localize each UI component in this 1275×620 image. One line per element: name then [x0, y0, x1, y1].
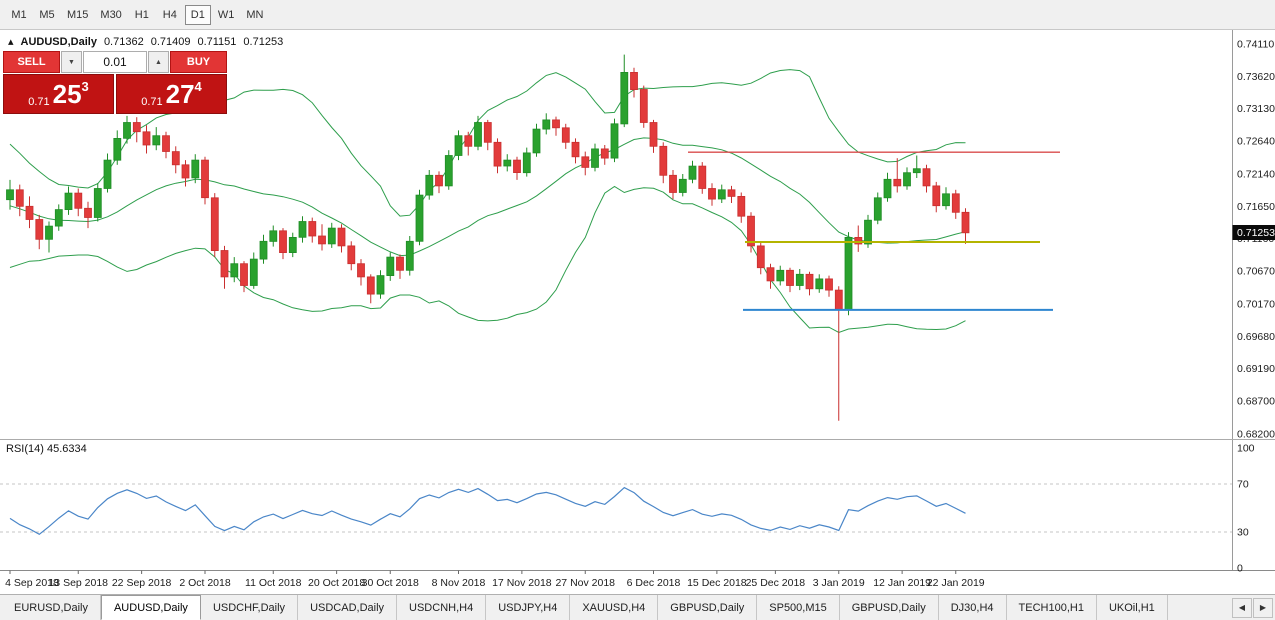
sell-price-prefix: 0.71 [28, 96, 50, 108]
rsi-axis-label: 0 [1237, 563, 1243, 575]
sell-button[interactable]: SELL [3, 51, 60, 73]
chart-tab-USDCAD-Daily[interactable]: USDCAD,Daily [298, 595, 398, 620]
timeframe-button-D1[interactable]: D1 [184, 4, 211, 25]
price-axis-label: 0.68200 [1237, 429, 1275, 441]
chart-tab-XAUUSD-H4[interactable]: XAUUSD,H4 [570, 595, 659, 620]
timeframe-button-M1[interactable]: M1 [6, 5, 32, 25]
ohlc-close: 0.71253 [243, 35, 284, 48]
date-label: 11 Oct 2018 [245, 577, 302, 589]
chart-tab-SP500-M15[interactable]: SP500,M15 [757, 595, 840, 620]
ohlc-high: 0.71409 [150, 35, 191, 48]
timeframe-button-M30[interactable]: M30 [95, 5, 126, 25]
date-label: 22 Jan 2019 [927, 577, 985, 589]
date-label: 17 Nov 2018 [492, 577, 552, 589]
one-click-trading-panel: SELL ▼ ▲ BUY 0.71 25 3 0.71 27 4 [3, 51, 227, 114]
chart-tab-TECH100-H1[interactable]: TECH100,H1 [1007, 595, 1097, 620]
date-label: 22 Sep 2018 [112, 577, 172, 589]
price-axis-label: 0.70170 [1237, 299, 1275, 311]
tabs-scroll-right-button[interactable]: ▶ [1253, 597, 1273, 618]
sell-price-point: 3 [81, 79, 89, 94]
chart-symbol-label: AUDUSD,Daily [20, 35, 97, 48]
chart-tabs-bar: EURUSD,Daily AUDUSD,Daily USDCHF,Daily USDC… [0, 594, 1275, 620]
buy-price-button[interactable]: 0.71 27 4 [116, 74, 227, 114]
rsi-pane: 100 70 30 0 RSI(14) 45.6334 [0, 443, 1255, 575]
chart-tab-UKOil-H1[interactable]: UKOil,H1 [1097, 595, 1168, 620]
timeframe-button-M15[interactable]: M15 [62, 5, 93, 25]
current-price-label: 0.71253 [1237, 227, 1275, 239]
chart-tab-GBPUSD-Daily[interactable]: GBPUSD,Daily [658, 595, 758, 620]
rsi-indicator-label: RSI(14) 45.6334 [6, 443, 87, 455]
bollinger-middle-band [9, 137, 966, 257]
price-axis-label: 0.69680 [1237, 331, 1275, 343]
date-label: 2 Oct 2018 [179, 577, 231, 589]
chart-tabs: EURUSD,Daily AUDUSD,Daily USDCHF,Daily USDC… [0, 595, 1232, 620]
date-label: 15 Dec 2018 [687, 577, 747, 589]
chart-tab-USDCNH-H4[interactable]: USDCNH,H4 [397, 595, 487, 620]
chart-tab-GBPUSD-Daily[interactable]: GBPUSD,Daily [840, 595, 939, 620]
rsi-axis-label: 30 [1237, 527, 1249, 539]
chart-tab-USDCHF-Daily[interactable]: USDCHF,Daily [201, 595, 299, 620]
chart-tab-DJ30-H4[interactable]: DJ30,H4 [939, 595, 1007, 620]
timeframe-button-H4[interactable]: H4 [157, 5, 183, 25]
buy-price-digits: 27 [165, 79, 195, 109]
date-label: 3 Jan 2019 [813, 577, 865, 589]
volume-input[interactable] [83, 51, 147, 73]
price-axis-label: 0.72140 [1237, 169, 1275, 181]
chart-tab-USDJPY-H4[interactable]: USDJPY,H4 [486, 595, 571, 620]
date-label: 4 Sep 2018 [5, 577, 59, 589]
timeframe-button-MN[interactable]: MN [241, 5, 268, 25]
price-axis-label: 0.71650 [1237, 201, 1275, 213]
price-axis[interactable]: 0.74110 0.73620 0.73130 0.72640 0.72140 0.716… [0, 30, 1275, 571]
date-label: 8 Nov 2018 [432, 577, 486, 589]
chart-symbol-icon: ▴ [8, 36, 14, 48]
timeframe-toolbar: M1 M5 M15 M30 H1 H4 D1 W1 MN [0, 0, 1275, 30]
ohlc-open: 0.71362 [103, 35, 144, 48]
date-label: 6 Dec 2018 [627, 577, 681, 589]
chart-tab-AUDUSD-Daily[interactable]: AUDUSD,Daily [100, 595, 201, 620]
buy-button[interactable]: BUY [170, 51, 227, 73]
volume-increase-button[interactable]: ▲ [148, 51, 169, 73]
candles-layer [6, 54, 970, 421]
timeframe-button-M5[interactable]: M5 [34, 5, 60, 25]
scroll-right-icon: ▶ [1259, 603, 1267, 612]
timeframe-button-W1[interactable]: W1 [213, 5, 240, 25]
rsi-axis-label: 70 [1237, 479, 1249, 491]
price-axis-label: 0.73130 [1237, 103, 1275, 115]
tabs-scroll-left-button[interactable]: ◀ [1232, 597, 1252, 618]
price-axis-label: 0.73620 [1237, 71, 1275, 83]
buy-price-point: 4 [194, 79, 202, 94]
ohlc-low: 0.71151 [197, 35, 237, 48]
date-label: 30 Oct 2018 [362, 577, 419, 589]
timeframe-button-H1[interactable]: H1 [129, 5, 155, 25]
sell-price-digits: 25 [52, 79, 82, 109]
date-label: 20 Oct 2018 [308, 577, 365, 589]
price-axis-label: 0.68700 [1237, 396, 1275, 408]
date-label: 13 Sep 2018 [48, 577, 108, 589]
date-label: 12 Jan 2019 [873, 577, 931, 589]
price-axis-label: 0.74110 [1237, 39, 1274, 51]
price-axis-label: 0.72640 [1237, 136, 1275, 148]
date-label: 27 Nov 2018 [555, 577, 615, 589]
date-label: 25 Dec 2018 [746, 577, 806, 589]
chevron-down-icon: ▼ [68, 58, 75, 66]
chart-tab-EURUSD-Daily[interactable]: EURUSD,Daily [2, 595, 101, 620]
tab-scroll-controls: ◀ ▶ [1232, 595, 1275, 620]
horizontal-lines-layer[interactable] [688, 151, 1060, 311]
volume-decrease-button[interactable]: ▼ [61, 51, 82, 73]
chart-canvas[interactable]: 0.741100.736200.731300.726400.721400.716… [0, 30, 1275, 594]
sell-price-button[interactable]: 0.71 25 3 [3, 74, 114, 114]
price-axis-label: 0.69190 [1237, 363, 1275, 375]
price-axis-label: 0.70670 [1237, 266, 1275, 278]
rsi-axis-label: 100 [1237, 443, 1255, 455]
scroll-left-icon: ◀ [1238, 603, 1246, 612]
bollinger-lower-band [9, 185, 966, 334]
current-price-badge: 0.71253 [1232, 225, 1275, 240]
rsi-line [9, 486, 966, 536]
chart-title: ▴ AUDUSD,Daily 0.71362 0.71409 0.71151 0… [8, 35, 284, 49]
chevron-up-icon: ▲ [155, 58, 162, 66]
chart-area[interactable]: 0.74110 0.73620 0.73130 0.72640 0.72140 0.716… [0, 30, 1275, 594]
buy-price-prefix: 0.71 [141, 96, 163, 108]
